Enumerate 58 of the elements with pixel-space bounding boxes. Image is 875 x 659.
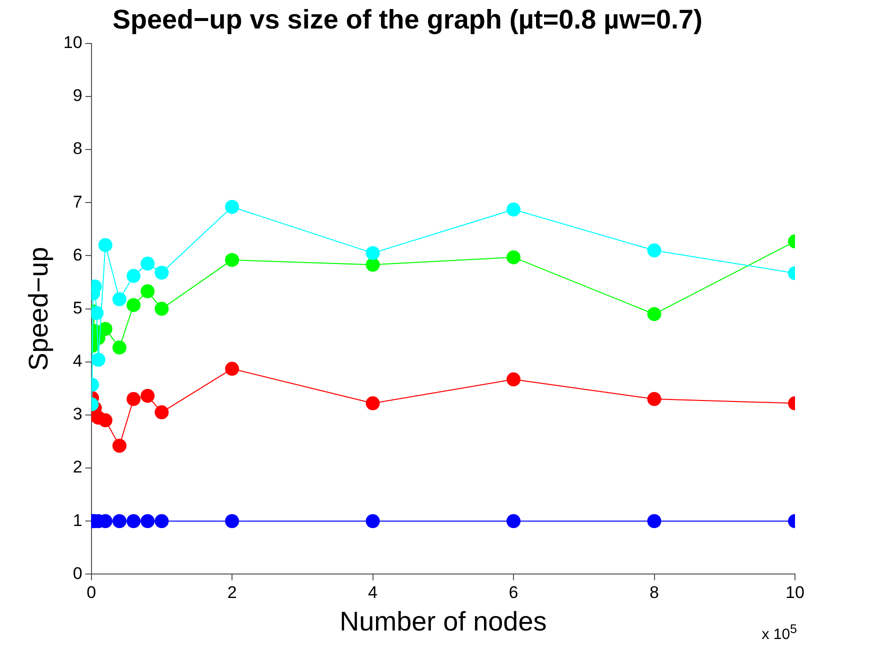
point [154, 514, 169, 528]
point [140, 284, 155, 298]
point [98, 413, 112, 428]
point [506, 514, 521, 528]
point [647, 392, 662, 406]
x-tick-label: 8 [650, 583, 659, 602]
chart-title: Speed−up vs size of the graph (µt=0.8 µw=0.7) [112, 4, 703, 35]
y-tick-label: 9 [72, 86, 82, 106]
point [126, 514, 141, 528]
x-tick-label: 2 [227, 583, 237, 602]
point [98, 238, 112, 252]
point [140, 388, 155, 403]
point [98, 322, 112, 336]
point [154, 266, 169, 280]
point [506, 202, 521, 217]
point [126, 298, 141, 312]
point [647, 243, 662, 258]
point [366, 396, 380, 410]
y-tick-label: 4 [72, 352, 82, 371]
point [506, 372, 521, 386]
y-tick-label: 2 [72, 458, 82, 477]
point [366, 258, 380, 272]
point [140, 514, 155, 528]
point [126, 392, 141, 406]
y-axis-title: Speed−up [24, 246, 54, 371]
text: x 10$^{5}$ [762, 622, 797, 643]
y-tick-label: 6 [72, 245, 82, 264]
x-tick-label: 10 [786, 583, 804, 602]
y-tick-label: 7 [72, 192, 82, 212]
x-axis-title: Number of nodes [340, 606, 547, 636]
point [154, 405, 169, 420]
point [91, 352, 106, 367]
point [154, 302, 169, 316]
point [225, 514, 240, 528]
x-tick-label: 0 [86, 583, 96, 602]
point [91, 306, 104, 320]
point [112, 292, 126, 306]
y-tick-label: 5 [72, 298, 82, 318]
point [140, 256, 155, 271]
point [112, 514, 126, 528]
point [366, 514, 380, 528]
x-tick-label: 4 [368, 583, 378, 602]
y-tick-label: 10 [63, 33, 82, 52]
x-tick-label: 6 [508, 583, 518, 602]
point [225, 200, 240, 214]
point [647, 514, 662, 528]
point [112, 340, 126, 355]
y-tick-label: 3 [72, 404, 82, 424]
y-tick-label: 8 [72, 139, 82, 158]
point [647, 307, 662, 322]
point [126, 268, 141, 283]
point [366, 246, 380, 260]
point [506, 250, 521, 264]
point [225, 252, 240, 267]
y-tick-label: 0 [72, 564, 82, 583]
y-tick-label: 1 [72, 510, 82, 530]
point [112, 438, 126, 453]
point [225, 362, 240, 376]
